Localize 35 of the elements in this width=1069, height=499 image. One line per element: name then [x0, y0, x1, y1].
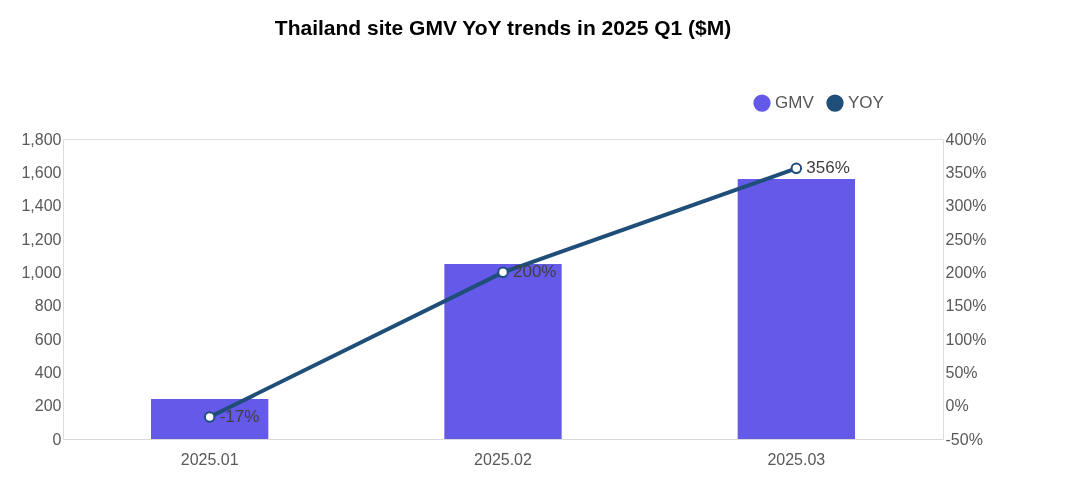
y2-tick-label: 150%: [945, 297, 987, 315]
bar: [151, 399, 269, 439]
legend-label: YOY: [848, 93, 884, 113]
x-tick-label: 2025.01: [180, 450, 239, 468]
legend-label: GMV: [775, 93, 815, 113]
y2-tick-label: 300%: [945, 197, 987, 215]
x-tick-label: 2025.02: [474, 450, 533, 468]
point: [790, 162, 803, 175]
x-tick-label: 2025.03: [767, 450, 826, 468]
y-tick-label: 0: [52, 430, 62, 448]
y2-tick-label: 350%: [945, 163, 987, 181]
point: [203, 411, 216, 423]
y-tick-label: 400: [34, 363, 62, 381]
data-label: 200%: [513, 262, 557, 282]
bar: [444, 264, 562, 439]
y-tick-label: 1,400: [21, 197, 62, 215]
y2-tick-label: 100%: [945, 330, 987, 348]
y-tick-label: 1,200: [21, 230, 62, 248]
y2-tick-label: 250%: [945, 230, 987, 248]
y2-tick-label: -50%: [945, 430, 983, 448]
point: [497, 266, 509, 279]
y2-tick-label: 50%: [945, 363, 978, 381]
data-label: 356%: [806, 158, 850, 178]
y-tick-label: 1,800: [21, 130, 62, 148]
bar: [737, 179, 855, 439]
y-tick-label: 200: [34, 397, 62, 415]
y2-tick-label: 0%: [945, 397, 969, 415]
y-tick-label: 1,600: [21, 163, 62, 181]
y2-tick-label: 400%: [945, 130, 987, 148]
y-tick-label: 800: [34, 297, 62, 315]
y-tick-label: 600: [34, 330, 62, 348]
chart-title: Thailand site GMV YoY trends in 2025 Q1 ($M): [274, 16, 732, 39]
y-tick-label: 1,000: [21, 263, 62, 281]
y2-tick-label: 200%: [945, 263, 987, 281]
data-label: -17%: [219, 407, 260, 426]
